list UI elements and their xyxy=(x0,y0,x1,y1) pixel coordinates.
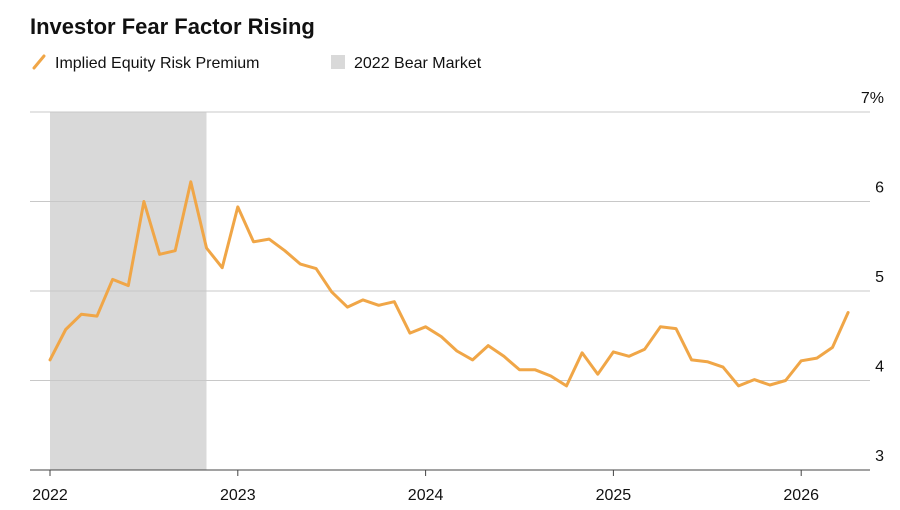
x-tick-label: 2024 xyxy=(408,487,444,504)
y-tick-label: 3 xyxy=(875,448,884,465)
legend-shade-icon xyxy=(331,55,345,69)
y-tick-label: 7% xyxy=(861,90,884,107)
x-tick-label: 2022 xyxy=(32,487,68,504)
x-tick-label: 2026 xyxy=(783,487,819,504)
x-tick-label: 2025 xyxy=(596,487,632,504)
y-tick-label: 5 xyxy=(875,269,884,286)
data-line xyxy=(48,180,850,388)
legend-label: Implied Equity Risk Premium xyxy=(55,55,260,72)
x-tick-label: 2023 xyxy=(220,487,256,504)
chart-title: Investor Fear Factor Rising xyxy=(30,14,315,39)
legend-label: 2022 Bear Market xyxy=(354,55,482,72)
y-tick-label: 6 xyxy=(875,180,884,197)
y-tick-label: 4 xyxy=(875,359,884,376)
legend-line-icon xyxy=(32,54,46,70)
